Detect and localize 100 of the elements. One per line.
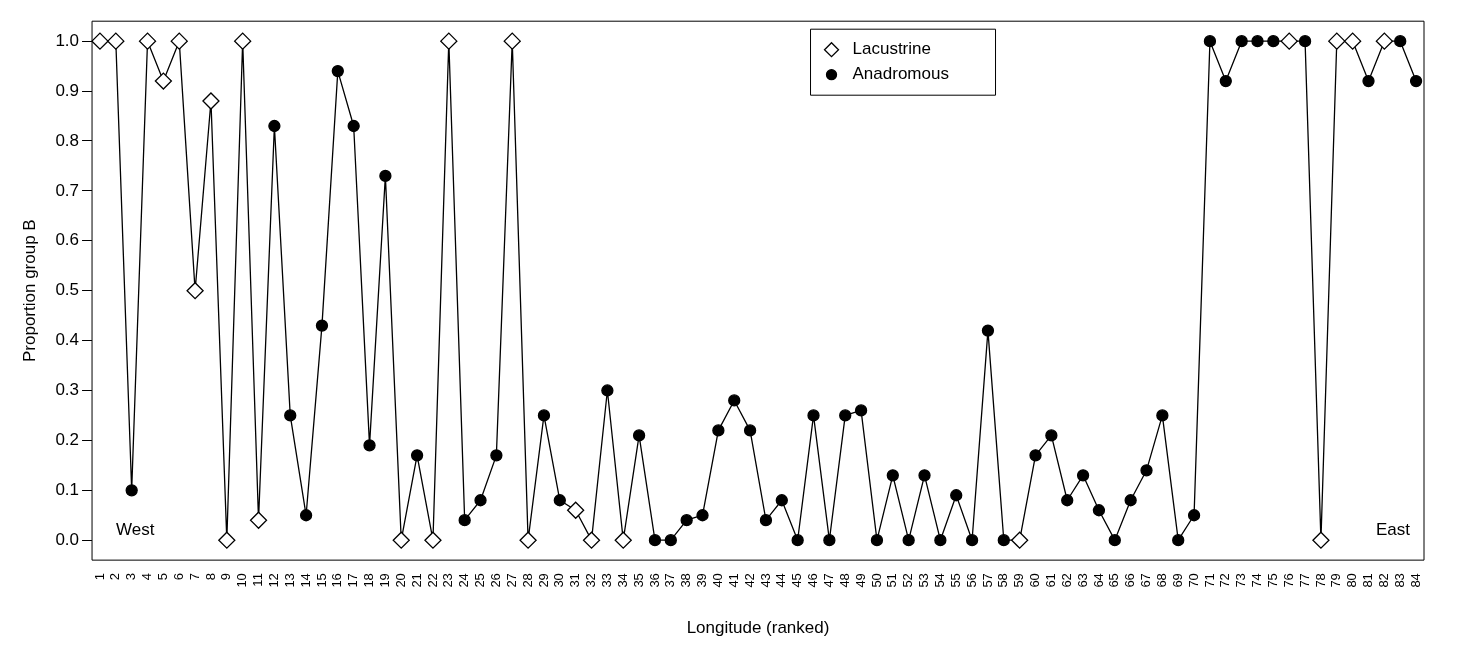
point: [249, 511, 268, 529]
x-tick-label: 72: [1217, 573, 1233, 588]
annotation: East: [1375, 519, 1411, 539]
x-tick-label: 30: [551, 573, 567, 588]
x-tick-label: 71: [1201, 573, 1217, 588]
x-tick-label: 53: [916, 573, 932, 588]
x-tick-label: 38: [678, 573, 694, 588]
x-axis-title: Longitude (ranked): [686, 618, 830, 638]
x-tick-label: 44: [773, 573, 789, 588]
point: [1011, 531, 1029, 549]
point: [1344, 32, 1362, 50]
point: [1394, 35, 1407, 48]
x-tick-label: 46: [805, 573, 821, 588]
point: [170, 32, 188, 50]
point: [424, 531, 442, 549]
point: [582, 531, 601, 549]
point: [1029, 449, 1042, 462]
y-tick-label: 1.0: [55, 30, 80, 50]
point: [1298, 35, 1312, 48]
x-tick-label: 6: [170, 573, 186, 581]
point: [632, 429, 646, 442]
point: [299, 509, 313, 522]
x-tick-label: 55: [947, 573, 963, 588]
x-tick-label: 21: [408, 573, 424, 588]
point: [870, 534, 884, 547]
point: [1172, 534, 1185, 547]
y-tick-label: 0.9: [55, 80, 80, 100]
point: [1076, 469, 1090, 482]
x-tick-label: 47: [820, 573, 836, 588]
x-tick-label: 81: [1360, 573, 1376, 588]
point: [503, 32, 521, 50]
point: [519, 531, 537, 549]
x-tick-label: 2: [107, 573, 123, 581]
x-tick-label: 63: [1074, 573, 1090, 588]
x-tick-label: 12: [265, 573, 281, 588]
point: [1108, 534, 1121, 547]
y-tick-label: 0.5: [55, 280, 80, 300]
point: [728, 394, 741, 407]
point: [1362, 74, 1375, 88]
x-tick-label: 31: [567, 573, 583, 588]
y-tick-label: 0.8: [55, 130, 80, 150]
point: [886, 469, 899, 482]
point: [823, 534, 836, 547]
x-tick-label: 83: [1391, 573, 1407, 588]
x-tick-label: 58: [995, 573, 1011, 588]
point: [1061, 494, 1074, 507]
point: [601, 384, 614, 397]
point: [218, 531, 236, 549]
x-tick-label: 56: [963, 573, 979, 588]
point: [648, 534, 662, 547]
point: [807, 409, 820, 422]
point: [474, 494, 487, 507]
x-tick-label: 76: [1280, 573, 1296, 588]
x-tick-label: 11: [250, 573, 266, 587]
x-tick-label: 57: [979, 573, 995, 588]
x-tick-label: 82: [1375, 573, 1391, 588]
x-tick-label: 42: [741, 573, 757, 588]
point: [743, 424, 757, 437]
x-tick-label: 54: [931, 573, 947, 588]
y-tick-label: 0.6: [55, 230, 80, 250]
x-tick-label: 60: [1027, 573, 1043, 588]
point: [614, 531, 632, 549]
point: [331, 64, 344, 78]
x-tick-label: 3: [123, 573, 139, 581]
y-axis-title: Proportion group B: [19, 219, 39, 363]
point: [186, 282, 204, 300]
y-tick-label: 0.1: [55, 479, 80, 499]
point: [490, 449, 503, 462]
x-tick-label: 40: [709, 573, 725, 588]
point: [363, 439, 376, 452]
point: [1219, 74, 1232, 88]
point: [775, 494, 788, 507]
x-tick-label: 59: [1011, 573, 1027, 588]
point: [965, 534, 979, 547]
legend-label: Lacustrine: [852, 39, 931, 59]
point: [125, 484, 138, 497]
point: [712, 424, 725, 437]
point: [440, 32, 458, 50]
x-tick-label: 19: [376, 573, 392, 588]
point: [234, 32, 252, 50]
x-tick-label: 49: [852, 573, 868, 588]
point: [680, 514, 693, 527]
x-tick-label: 17: [345, 573, 361, 588]
point: [1280, 32, 1298, 50]
x-tick-label: 16: [329, 573, 345, 588]
point: [268, 119, 281, 133]
point: [854, 404, 868, 417]
x-tick-label: 13: [281, 573, 297, 588]
point: [138, 32, 157, 50]
x-tick-label: 18: [361, 573, 377, 588]
point: [1409, 74, 1423, 88]
point: [107, 32, 125, 50]
point: [379, 169, 392, 183]
annotation: West: [116, 519, 155, 539]
point: [997, 534, 1010, 547]
x-tick-label: 50: [868, 573, 884, 588]
point: [839, 409, 852, 422]
x-tick-label: 28: [519, 573, 535, 588]
point: [537, 409, 551, 422]
x-tick-label: 34: [614, 573, 630, 588]
